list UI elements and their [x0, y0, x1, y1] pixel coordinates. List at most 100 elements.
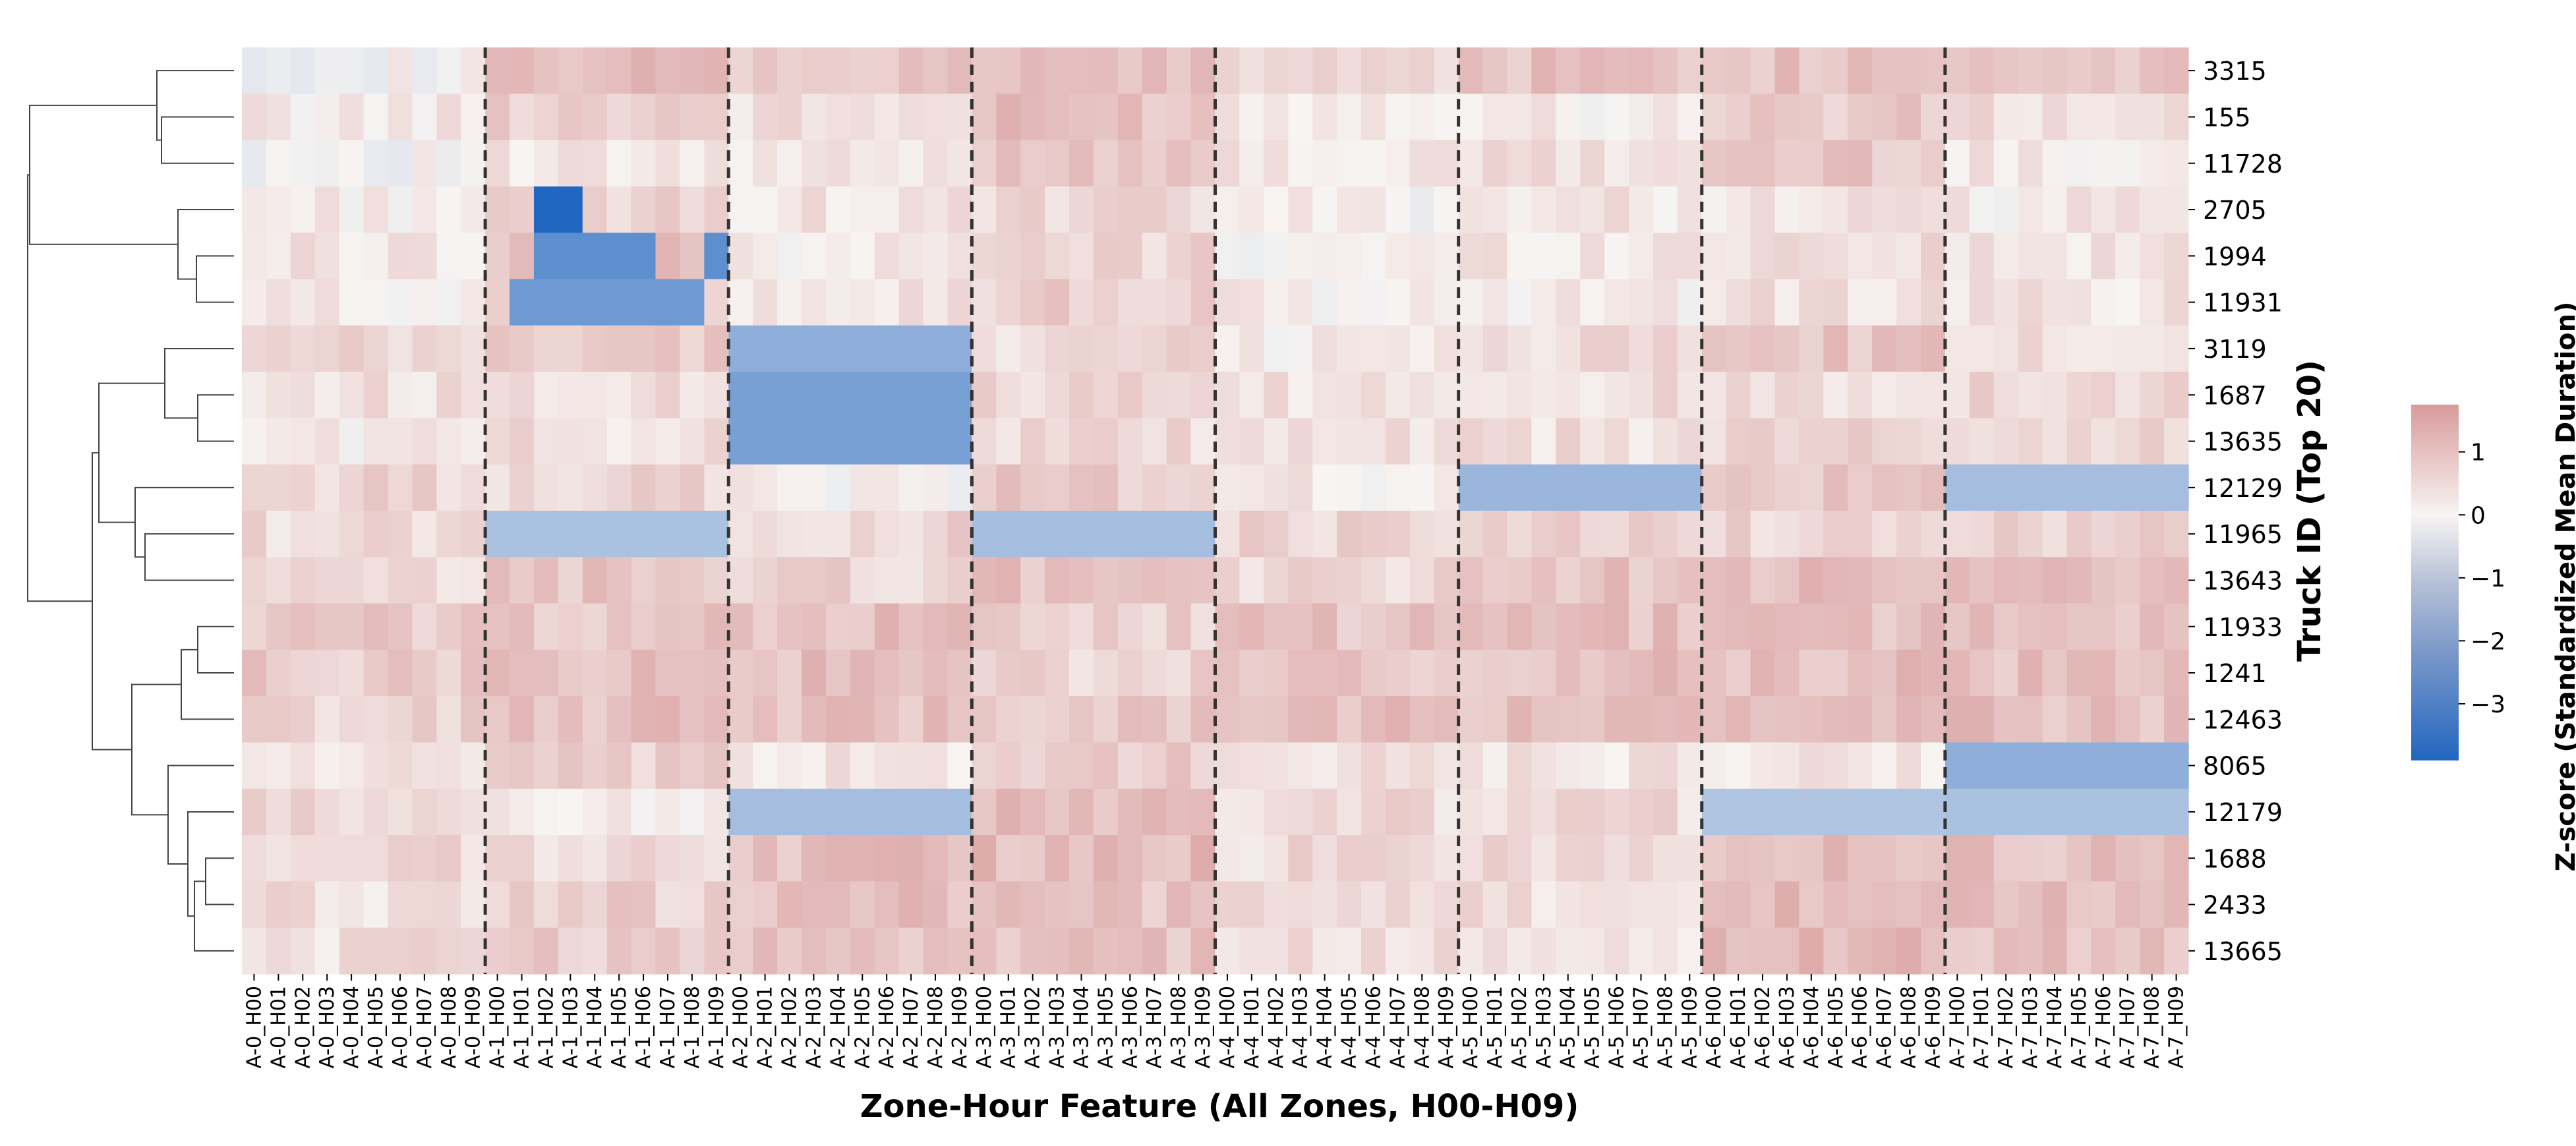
heatmap-cell	[898, 372, 924, 418]
heatmap-cell	[1823, 140, 1848, 187]
heatmap-cell	[363, 511, 389, 558]
heatmap-cell	[996, 233, 1021, 280]
heatmap-cell	[680, 233, 705, 280]
heatmap-cell	[412, 881, 437, 929]
heatmap-cell	[1069, 464, 1094, 511]
heatmap-cell	[947, 927, 972, 975]
heatmap-cell	[1166, 927, 1192, 975]
heatmap-cell	[1629, 233, 1654, 280]
heatmap-cell	[801, 418, 827, 465]
heatmap-cell	[2018, 464, 2043, 511]
heatmap-cell	[1726, 927, 1751, 975]
y-axis-label: Truck ID (Top 20)	[2291, 360, 2328, 662]
heatmap-cell	[1482, 418, 1508, 465]
heatmap-cell	[2164, 279, 2189, 326]
dendrogram-branch	[144, 533, 234, 581]
heatmap-cell	[1239, 603, 1264, 650]
heatmap-cell	[1872, 557, 1897, 604]
heatmap-cell	[2140, 325, 2165, 372]
heatmap-cell	[753, 927, 778, 975]
heatmap-cell	[1117, 464, 1143, 511]
heatmap-cell	[2091, 788, 2116, 836]
heatmap-cell	[1288, 418, 1313, 465]
heatmap-cell	[1701, 372, 1727, 418]
heatmap-cell	[606, 742, 632, 789]
heatmap-cell	[290, 835, 316, 882]
heatmap-cell	[533, 418, 559, 465]
heatmap-cell	[1629, 696, 1654, 743]
heatmap-cell	[898, 927, 924, 975]
heatmap-cell	[1531, 835, 1556, 882]
heatmap-cell	[631, 279, 657, 326]
heatmap-cell	[582, 325, 608, 372]
heatmap-cell	[923, 927, 949, 975]
heatmap-cell	[680, 47, 705, 94]
heatmap-cell	[2115, 742, 2140, 789]
heatmap-cell	[1872, 881, 1897, 929]
heatmap-cell	[412, 835, 437, 882]
heatmap-cell	[1604, 325, 1629, 372]
heatmap-cell	[923, 418, 949, 465]
heatmap-cell	[680, 835, 705, 882]
heatmap-cell	[972, 603, 997, 650]
heatmap-cell	[1774, 881, 1800, 929]
heatmap-cell	[1653, 94, 1678, 141]
heatmap-cell	[1093, 835, 1119, 882]
column-tick-label: A-0_H01	[267, 986, 290, 1069]
heatmap-cell	[582, 140, 608, 187]
heatmap-cell	[1920, 511, 1946, 558]
heatmap-cell	[972, 372, 997, 418]
heatmap-cell	[2066, 511, 2092, 558]
heatmap-cell	[1993, 881, 2019, 929]
column-tick-label: A-3_H02	[1022, 986, 1045, 1069]
heatmap-cell	[1920, 835, 1946, 882]
heatmap-cell	[1142, 788, 1167, 836]
heatmap-cell	[485, 603, 510, 650]
heatmap-cell	[1848, 325, 1873, 372]
heatmap-cell	[2091, 325, 2116, 372]
heatmap-cell	[898, 788, 924, 836]
heatmap-cell	[2018, 835, 2043, 882]
column-tick-label: A-0_H05	[365, 986, 388, 1069]
heatmap-cell	[1337, 94, 1362, 141]
heatmap-cell	[753, 140, 778, 187]
heatmap-cell	[1653, 464, 1678, 511]
heatmap-cell	[1215, 511, 1241, 558]
heatmap-cell	[363, 927, 389, 975]
heatmap-cell	[874, 140, 900, 187]
heatmap-cell	[558, 511, 583, 558]
heatmap-cell	[1020, 94, 1045, 141]
heatmap-cell	[2091, 511, 2116, 558]
heatmap-cell	[1580, 835, 1605, 882]
heatmap-cell	[1069, 557, 1094, 604]
heatmap-cell	[728, 742, 753, 789]
heatmap-cell	[1385, 94, 1411, 141]
heatmap-cell	[1093, 186, 1119, 233]
heatmap-cell	[777, 603, 802, 650]
heatmap-cell	[510, 835, 535, 882]
heatmap-cell	[412, 372, 437, 418]
heatmap-cell	[1482, 835, 1508, 882]
heatmap-cell	[1580, 927, 1605, 975]
heatmap-cells	[242, 47, 2189, 975]
heatmap-cell	[923, 47, 949, 94]
heatmap-cell	[1069, 47, 1094, 94]
heatmap-cell	[874, 511, 900, 558]
heatmap-cell	[1190, 742, 1216, 789]
heatmap-cell	[2042, 649, 2068, 697]
heatmap-cell	[485, 325, 510, 372]
heatmap-cell	[2018, 511, 2043, 558]
heatmap-cell	[947, 557, 972, 604]
heatmap-cell	[1993, 233, 2019, 280]
heatmap-cell	[461, 742, 486, 789]
heatmap-cell	[801, 927, 827, 975]
heatmap-cell	[825, 464, 851, 511]
heatmap-cell	[2018, 94, 2043, 141]
heatmap-cell	[1312, 881, 1337, 929]
heatmap-cell	[1531, 186, 1556, 233]
heatmap-cell	[680, 511, 705, 558]
heatmap-cell	[2140, 696, 2165, 743]
heatmap-cell	[485, 742, 510, 789]
heatmap-cell	[1969, 788, 1995, 836]
heatmap-cell	[582, 835, 608, 882]
